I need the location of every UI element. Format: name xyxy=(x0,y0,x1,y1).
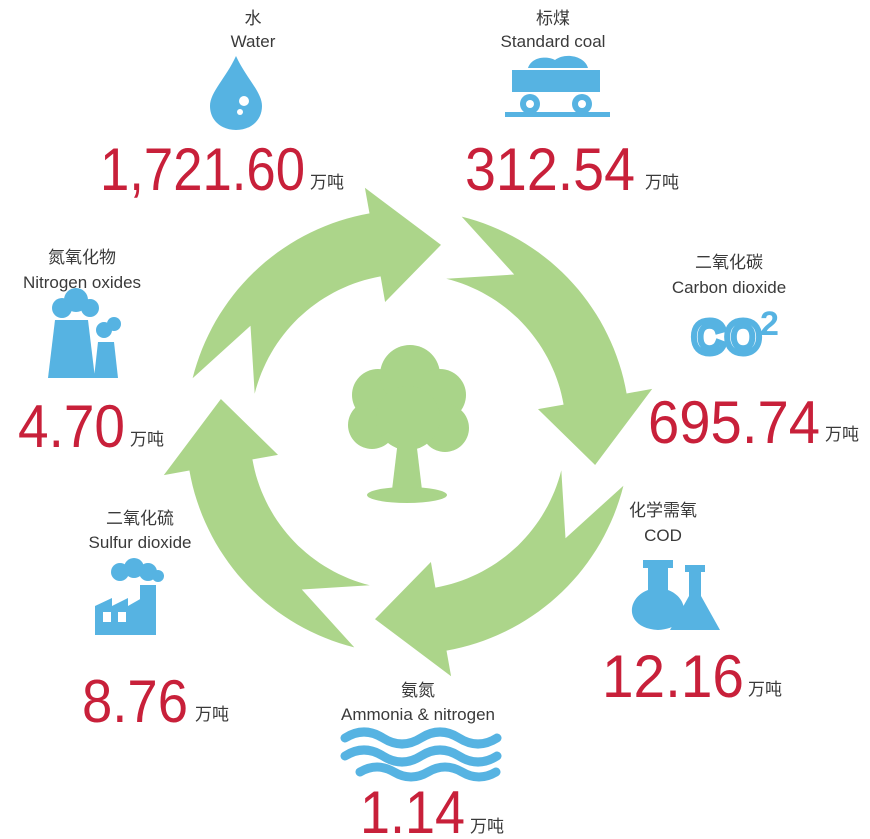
unit: 万吨 xyxy=(195,705,229,724)
value: 695.74 xyxy=(648,389,820,456)
label-zh: 二氧化硫 xyxy=(106,509,174,528)
label-en: COD xyxy=(644,526,682,545)
unit: 万吨 xyxy=(748,680,782,699)
label-en: Sulfur dioxide xyxy=(88,533,191,552)
svg-text:2: 2 xyxy=(760,305,779,343)
unit: 万吨 xyxy=(645,173,679,192)
value: 1.14 xyxy=(360,779,465,839)
unit: 万吨 xyxy=(825,425,859,444)
label-en: Nitrogen oxides xyxy=(23,273,141,292)
cycle-arrow xyxy=(375,470,624,677)
cycle-arrow xyxy=(446,216,653,465)
cycle-arrow xyxy=(192,187,441,394)
label-en: Ammonia & nitrogen xyxy=(341,705,495,724)
label-zh: 氮氧化物 xyxy=(48,248,116,267)
cod-icon xyxy=(631,560,720,630)
label-en: Standard coal xyxy=(501,32,606,51)
ammonia-icon xyxy=(340,727,502,782)
cycle-arrows xyxy=(163,187,653,677)
co2-icon: CO 2 xyxy=(689,305,779,366)
cycle-arrow xyxy=(163,399,370,648)
label-zh: 标煤 xyxy=(536,9,570,28)
unit: 万吨 xyxy=(470,817,504,836)
unit: 万吨 xyxy=(310,173,344,192)
label-zh: 二氧化碳 xyxy=(695,253,763,272)
unit: 万吨 xyxy=(130,430,164,449)
value: 12.16 xyxy=(602,643,744,710)
svg-text:CO: CO xyxy=(692,311,761,363)
label-zh: 氨氮 xyxy=(401,681,435,700)
nox-icon xyxy=(48,288,121,378)
value: 1,721.60 xyxy=(100,136,305,203)
value: 4.70 xyxy=(18,393,125,460)
label-zh: 化学需氧 xyxy=(629,501,697,520)
label-en: Carbon dioxide xyxy=(672,278,786,297)
tree-icon xyxy=(348,345,469,503)
value: 8.76 xyxy=(82,668,188,735)
coal-icon xyxy=(505,55,610,117)
water-icon xyxy=(210,56,262,130)
label-en: Water xyxy=(231,32,276,51)
label-zh: 水 xyxy=(245,9,262,28)
sulfur-icon xyxy=(95,558,164,635)
value: 312.54 xyxy=(465,136,635,203)
